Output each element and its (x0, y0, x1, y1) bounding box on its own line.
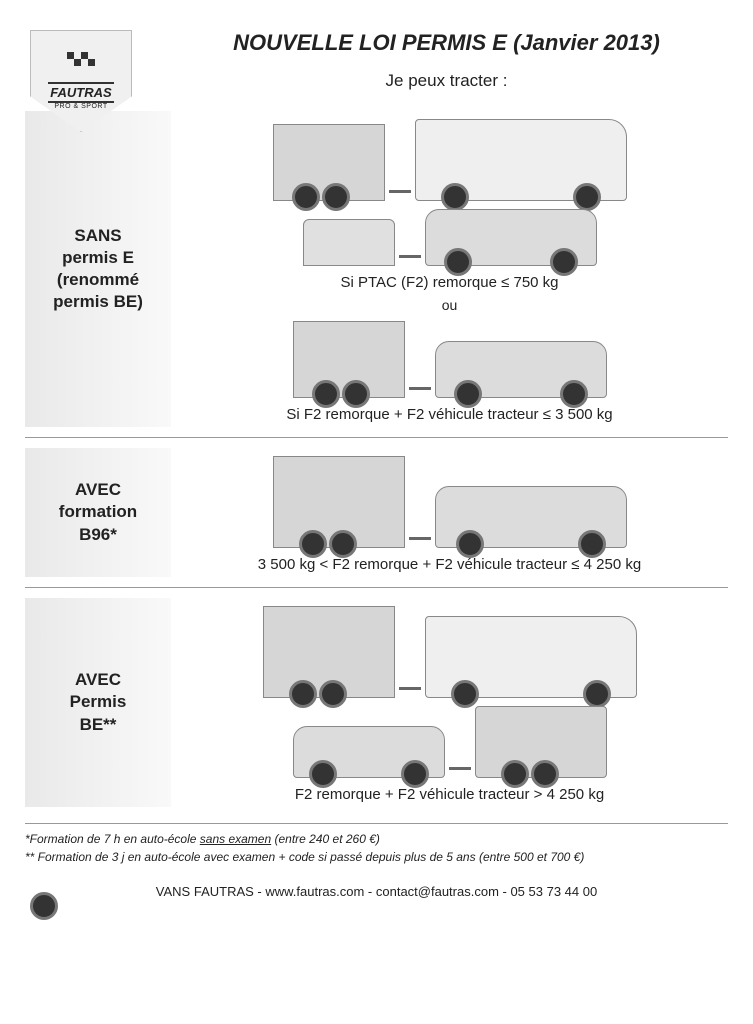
section-be: AVEC Permis BE** F2 re (25, 588, 728, 817)
caption-4250: 3 500 kg < F2 remorque + F2 véhicule tra… (171, 556, 728, 573)
page-title: NOUVELLE LOI PERMIS E (Janvier 2013) (165, 30, 728, 56)
illustration-suv-van-trailer (171, 706, 728, 778)
caption-3500: Si F2 remorque + F2 véhicule tracteur ≤ … (171, 406, 728, 423)
section-label-text: AVEC formation B96* (59, 479, 137, 545)
section-sans-permis: SANS permis E (renommé permis BE) (25, 101, 728, 438)
section-label-text: SANS permis E (renommé permis BE) (53, 225, 143, 313)
illustration-van-large-trailer (171, 606, 728, 698)
section-label: AVEC formation B96* (25, 448, 171, 577)
footnote-2: ** Formation de 3 j en auto-école avec e… (25, 848, 728, 866)
logo-sub-text: PRO & SPORT (54, 103, 107, 110)
illustration-suv-box-trailer (171, 321, 728, 398)
section-label: SANS permis E (renommé permis BE) (25, 111, 171, 427)
section-label: AVEC Permis BE** (25, 598, 171, 807)
section-b96: AVEC formation B96* 3 500 kg < F2 remorq… (25, 438, 728, 588)
footnote-1-underline: sans examen (200, 832, 271, 846)
logo-shield: FAUTRAS PRO & SPORT (30, 30, 132, 132)
section-content: Si PTAC (F2) remorque ≤ 750 kg ou Si F2 … (171, 111, 728, 427)
footnote-1: *Formation de 7 h en auto-école sans exa… (25, 830, 728, 848)
page-footer: VANS FAUTRAS - www.fautras.com - contact… (25, 884, 728, 899)
footnote-1-post: (entre 240 et 260 €) (271, 832, 380, 846)
logo-brand-text: FAUTRAS (48, 82, 113, 103)
illustration-suv-large-trailer (171, 456, 728, 548)
section-content: 3 500 kg < F2 remorque + F2 véhicule tra… (171, 448, 728, 577)
caption-ptac: Si PTAC (F2) remorque ≤ 750 kg (171, 274, 728, 291)
illustration-suv-small-trailer (171, 209, 728, 266)
footnote-1-pre: *Formation de 7 h en auto-école (25, 832, 200, 846)
caption-over-4250: F2 remorque + F2 véhicule tracteur > 4 2… (171, 786, 728, 803)
page-subtitle: Je peux tracter : (165, 71, 728, 91)
checkered-flag-icon (67, 52, 95, 72)
illustration-van-trailer (171, 119, 728, 201)
brand-logo: FAUTRAS PRO & SPORT (30, 30, 130, 132)
separator-ou: ou (171, 297, 728, 313)
section-content: F2 remorque + F2 véhicule tracteur > 4 2… (171, 598, 728, 807)
footnotes: *Formation de 7 h en auto-école sans exa… (25, 823, 728, 866)
section-label-text: AVEC Permis BE** (70, 669, 127, 735)
